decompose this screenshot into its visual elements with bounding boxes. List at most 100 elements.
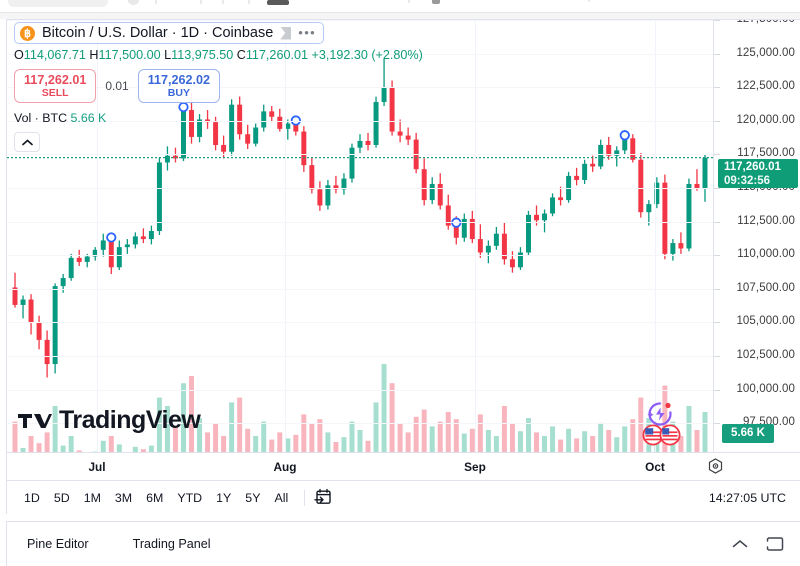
- symbol-title: Bitcoin / U.S. Dollar · 1D · Coinbase: [42, 25, 274, 41]
- candle-body: [485, 245, 491, 253]
- us-flag-badge-right[interactable]: [659, 424, 681, 446]
- volume-legend[interactable]: Vol · BTC 5.66 K: [14, 111, 423, 125]
- range-button-1y[interactable]: 1Y: [216, 490, 232, 505]
- horizontal-gridline: [7, 221, 713, 223]
- time-scale[interactable]: Jul Aug Sep Oct: [6, 452, 800, 480]
- volume-bar: [277, 432, 283, 452]
- range-button-ytd[interactable]: YTD: [177, 490, 203, 505]
- volume-bar: [477, 414, 483, 452]
- buy-label: BUY: [167, 87, 190, 99]
- candle-body: [12, 287, 18, 305]
- chart-legend: ฿ Bitcoin / U.S. Dollar · 1D · Coinbase …: [14, 22, 423, 152]
- volume-bar: [237, 397, 243, 452]
- ai-spark-badge[interactable]: [645, 398, 675, 428]
- toolbar-ghost-3: [200, 0, 202, 4]
- candle-body: [477, 239, 483, 253]
- volume-bar: [493, 436, 499, 452]
- sell-button[interactable]: 117,262.01 SELL: [14, 69, 97, 103]
- chart-marker-circle[interactable]: [451, 217, 462, 228]
- chart-marker-circle[interactable]: [106, 232, 117, 243]
- volume-bar: [534, 432, 539, 452]
- chart-settings-button[interactable]: [707, 458, 724, 475]
- candle-body: [325, 185, 331, 206]
- candle-body: [333, 185, 339, 190]
- volume-bar: [445, 412, 451, 452]
- candle-body: [181, 110, 186, 159]
- toolbar-divider: [0, 12, 800, 13]
- price-tick-mark: [714, 87, 720, 89]
- range-button-6m[interactable]: 6M: [146, 490, 164, 505]
- volume-bar: [574, 438, 580, 452]
- candle-body: [654, 182, 660, 205]
- price-scale[interactable]: 127,500.00 125,000.00 122,500.00 120,000.00…: [713, 20, 800, 452]
- volume-bar: [293, 434, 299, 452]
- volume-legend-value: 5.66 K: [70, 111, 107, 125]
- volume-bar: [469, 428, 475, 452]
- range-button-1m[interactable]: 1M: [83, 490, 101, 505]
- candle-body: [461, 218, 467, 238]
- symbol-header[interactable]: ฿ Bitcoin / U.S. Dollar · 1D · Coinbase …: [14, 22, 325, 44]
- current-price-badge[interactable]: 117,260.01 09:32:56: [718, 159, 798, 188]
- toolbar-ghost-8: [432, 0, 440, 4]
- go-to-date-button[interactable]: [314, 488, 333, 507]
- buy-button[interactable]: 117,262.02 BUY: [137, 69, 221, 103]
- range-button-5d[interactable]: 5D: [53, 490, 70, 505]
- price-tick-label: 100,000.00: [736, 382, 795, 395]
- candle-body: [36, 322, 42, 340]
- volume-bar: [36, 443, 42, 452]
- ohlc-low-value: 113,975.50: [171, 48, 234, 62]
- chart-marker-circle[interactable]: [290, 115, 301, 126]
- volume-bar: [148, 445, 154, 452]
- range-button-5y[interactable]: 5Y: [245, 490, 261, 505]
- collapse-pane-button[interactable]: [14, 132, 40, 152]
- maximize-bottom-panel-button[interactable]: [766, 536, 784, 552]
- spread-value: 0.01: [105, 79, 129, 93]
- candle-body: [116, 247, 122, 268]
- volume-bar: [164, 406, 170, 452]
- chart-marker-circle[interactable]: [619, 130, 630, 141]
- candle-body: [84, 256, 90, 262]
- range-button-3m[interactable]: 3M: [114, 490, 133, 505]
- pine-editor-tab[interactable]: Pine Editor: [27, 537, 89, 551]
- horizontal-gridline: [7, 288, 713, 290]
- time-axis-label: Aug: [273, 460, 297, 474]
- candle-body: [381, 87, 387, 102]
- horizontal-gridline: [7, 322, 713, 324]
- collapse-bottom-panel-button[interactable]: [732, 539, 748, 549]
- candle-body: [405, 135, 411, 140]
- price-tick-mark: [714, 221, 720, 223]
- volume-bar: [558, 439, 564, 452]
- horizontal-gridline: [7, 120, 713, 122]
- toolbar-ghost-5: [248, 0, 250, 4]
- ohlc-close-value: 117,260.01: [245, 48, 308, 62]
- range-button-all[interactable]: All: [274, 490, 289, 505]
- chart-plot-area[interactable]: [7, 20, 713, 452]
- volume-bar: [365, 440, 371, 452]
- candle-body: [156, 162, 162, 231]
- volume-bar: [12, 421, 18, 452]
- volume-bar: [437, 421, 443, 452]
- price-tick-label: 102,500.00: [736, 349, 795, 361]
- candle-body: [261, 111, 267, 128]
- trading-panel-tab[interactable]: Trading Panel: [132, 537, 211, 551]
- range-button-1d[interactable]: 1D: [24, 490, 40, 505]
- volume-bar: [381, 364, 387, 452]
- volume-bar: [590, 436, 596, 452]
- candle-body: [630, 138, 636, 160]
- candle-body: [397, 131, 403, 136]
- more-options-icon[interactable]: •••: [298, 25, 317, 40]
- ohlc-row: O114,067.71 H117,500.00 L113,975.50 C117…: [14, 48, 423, 62]
- volume-bar: [517, 431, 523, 452]
- candle-body: [92, 249, 98, 257]
- volume-bar: [606, 430, 612, 452]
- price-tick-label: 125,000.00: [736, 46, 795, 59]
- price-tick-mark: [714, 120, 720, 122]
- volume-bar: [429, 426, 435, 452]
- volume-bar: [453, 419, 459, 452]
- volume-value-badge[interactable]: 5.66 K: [722, 424, 774, 443]
- sell-price: 117,262.01: [24, 73, 87, 87]
- toolbar-ghost-9: [588, 0, 590, 2]
- price-tick-label: 122,500.00: [736, 80, 795, 93]
- candle-body: [132, 236, 138, 245]
- volume-bar: [566, 428, 572, 452]
